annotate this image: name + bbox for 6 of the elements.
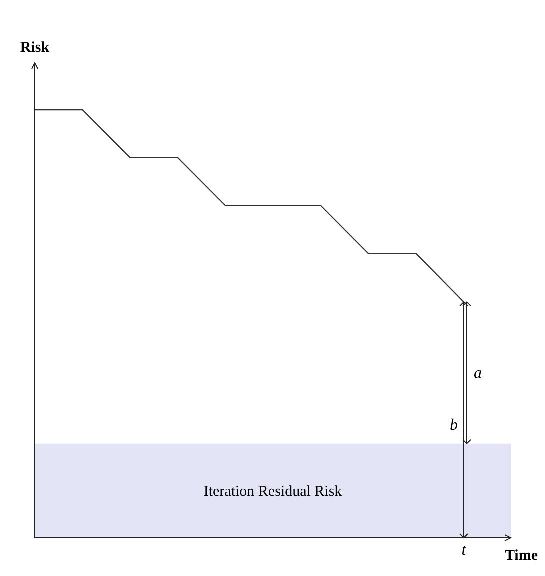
x-axis-title: Time <box>504 548 538 564</box>
annotation: b <box>450 416 458 434</box>
annotation: a <box>474 365 482 382</box>
band-label: Iteration Residual Risk <box>204 484 343 500</box>
y-axis-title: Risk <box>20 40 50 56</box>
text: t <box>462 542 467 559</box>
